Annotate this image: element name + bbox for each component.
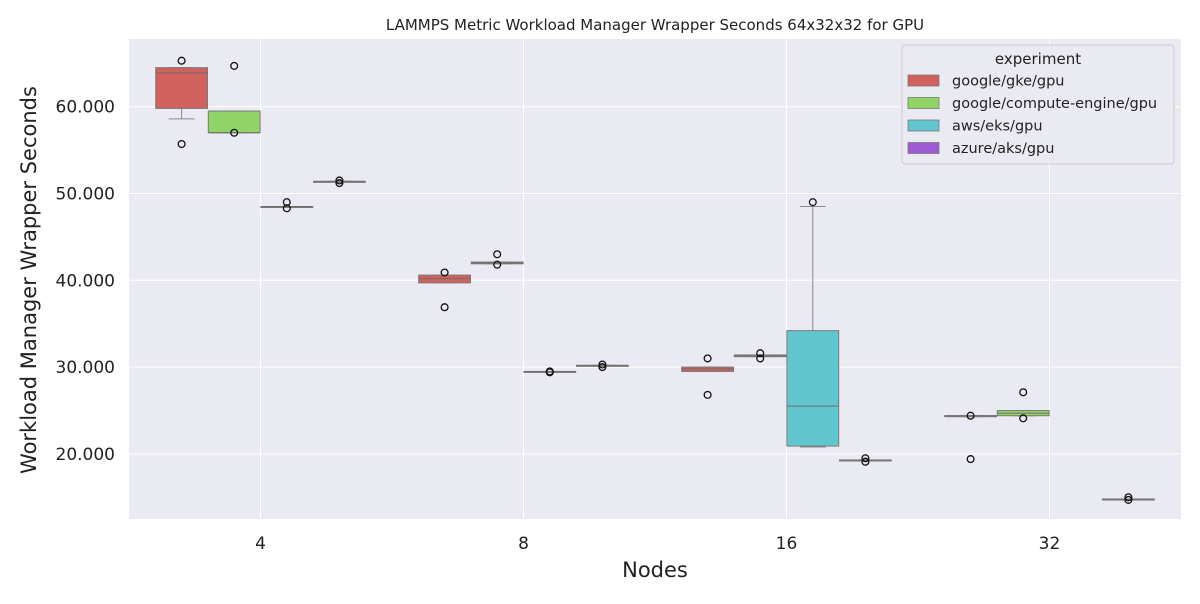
box-body xyxy=(786,330,840,447)
outlier-point xyxy=(703,390,712,399)
outlier-point xyxy=(756,349,765,358)
outlier-point xyxy=(493,250,502,259)
y-tick-label: 50.000 xyxy=(56,185,115,205)
x-tick-label: 32 xyxy=(1039,534,1061,554)
outlier-point xyxy=(177,56,186,65)
box-google-gke-gpu-32 xyxy=(944,411,998,464)
box-aws-eks-gpu-8 xyxy=(523,367,577,377)
y-tick-label: 20.000 xyxy=(56,445,115,465)
y-tick-label: 30.000 xyxy=(56,358,115,378)
outlier-point xyxy=(282,198,291,207)
legend-swatch xyxy=(907,119,940,132)
outlier-point xyxy=(966,411,975,420)
box-azure-aks-gpu-16 xyxy=(838,454,892,466)
boxes xyxy=(155,56,1155,504)
y-tick-label: 40.000 xyxy=(56,271,115,291)
legend-swatch xyxy=(907,74,940,87)
outlier-point xyxy=(861,454,870,463)
outlier-point xyxy=(1124,495,1133,504)
x-tick-label: 4 xyxy=(255,534,266,554)
box-google-gke-gpu-16 xyxy=(681,354,735,399)
x-axis: 4 8 16 32 xyxy=(255,534,1060,554)
legend: experiment google/gke/gpu google/compute-… xyxy=(901,44,1175,165)
outlier-point xyxy=(808,198,817,207)
legend-title: experiment xyxy=(995,50,1081,68)
box-aws-eks-gpu-4 xyxy=(260,198,314,213)
outlier-point xyxy=(756,354,765,363)
chart-title: LAMMPS Metric Workload Manager Wrapper S… xyxy=(386,16,924,34)
outlier-point xyxy=(440,303,449,312)
legend-entry-label: azure/aks/gpu xyxy=(952,141,1054,157)
outlier-point xyxy=(545,367,554,376)
outlier-point xyxy=(1019,414,1028,423)
outlier-point xyxy=(1124,493,1133,502)
box-azure-aks-gpu-8 xyxy=(575,360,629,372)
x-tick-label: 16 xyxy=(776,534,798,554)
outlier-point xyxy=(598,360,607,369)
legend-frame xyxy=(901,44,1175,165)
y-axis: 20.000 30.000 40.000 50.000 60.000 xyxy=(56,98,115,465)
outlier-point xyxy=(1019,388,1028,397)
legend-entry-label: aws/eks/gpu xyxy=(952,119,1043,135)
box-google-compute-engine-gpu-4 xyxy=(207,61,261,137)
outlier-point xyxy=(598,363,607,372)
box-google-gke-gpu-8 xyxy=(418,268,472,312)
legend-entry-label: google/compute-engine/gpu xyxy=(952,96,1157,112)
outlier-point xyxy=(230,61,239,70)
outlier-point xyxy=(335,176,344,185)
box-aws-eks-gpu-16 xyxy=(786,198,840,448)
outlier-point xyxy=(230,128,239,137)
box-google-gke-gpu-4 xyxy=(155,56,209,149)
outlier-point xyxy=(966,455,975,464)
box-google-compute-engine-gpu-16 xyxy=(733,349,787,363)
box-body xyxy=(155,67,209,109)
outlier-point xyxy=(282,204,291,213)
legend-entry-label: google/gke/gpu xyxy=(952,74,1064,90)
y-tick-label: 60.000 xyxy=(56,98,115,118)
box-google-compute-engine-gpu-8 xyxy=(470,250,524,269)
x-axis-label: Nodes xyxy=(622,558,688,582)
outlier-point xyxy=(861,457,870,466)
outlier-point xyxy=(703,354,712,363)
x-tick-label: 8 xyxy=(518,534,529,554)
outlier-point xyxy=(335,179,344,188)
legend-swatch xyxy=(907,142,940,154)
box-google-compute-engine-gpu-32 xyxy=(996,388,1050,423)
y-axis-label: Workload Manager Wrapper Seconds xyxy=(17,86,41,474)
box-azure-aks-gpu-32 xyxy=(1101,493,1155,504)
outlier-point xyxy=(493,260,502,269)
box-azure-aks-gpu-4 xyxy=(312,176,366,188)
legend-swatch xyxy=(907,97,940,109)
outlier-point xyxy=(177,139,186,149)
outlier-point xyxy=(440,268,449,277)
